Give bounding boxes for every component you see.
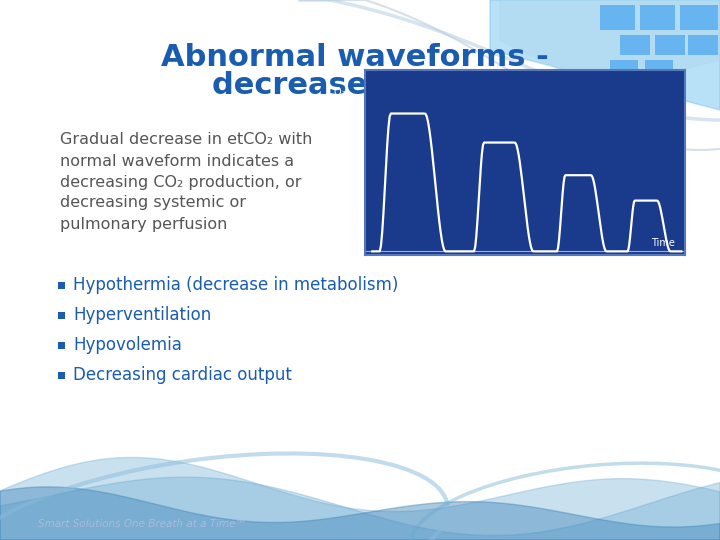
Text: (mmHg): (mmHg) [327, 111, 361, 120]
Text: Hypovolemia: Hypovolemia [73, 336, 182, 354]
Polygon shape [490, 0, 720, 110]
Bar [58, 342, 65, 349]
Text: decreasing CO₂ production, or: decreasing CO₂ production, or [60, 174, 302, 190]
Bar [688, 35, 718, 55]
Text: Gradual decrease in etCO₂ with: Gradual decrease in etCO₂ with [60, 132, 312, 147]
Bar [58, 372, 65, 379]
Polygon shape [500, 0, 720, 90]
Text: Abnormal waveforms -: Abnormal waveforms - [161, 43, 549, 71]
Bar [58, 282, 65, 289]
Text: 2: 2 [452, 82, 464, 100]
Bar [610, 60, 638, 78]
Text: CO$_2$: CO$_2$ [327, 85, 347, 99]
Bar [680, 5, 718, 30]
Text: Time: Time [652, 238, 675, 248]
Text: Decreasing cardiac output: Decreasing cardiac output [73, 366, 292, 384]
Text: Hyperventilation: Hyperventilation [73, 306, 211, 324]
Bar [600, 5, 635, 30]
Bar [655, 35, 685, 55]
Text: decreasing systemic or: decreasing systemic or [60, 195, 246, 211]
Bar [620, 35, 650, 55]
Text: decreased etCO: decreased etCO [212, 71, 484, 99]
Text: normal waveform indicates a: normal waveform indicates a [60, 153, 294, 168]
Bar [645, 60, 673, 78]
Bar [58, 312, 65, 319]
Text: pulmonary perfusion: pulmonary perfusion [60, 217, 228, 232]
Text: Hypothermia (decrease in metabolism): Hypothermia (decrease in metabolism) [73, 276, 398, 294]
Bar [640, 5, 675, 30]
Text: Smart Solutions One Breath at a Time™: Smart Solutions One Breath at a Time™ [38, 519, 246, 529]
